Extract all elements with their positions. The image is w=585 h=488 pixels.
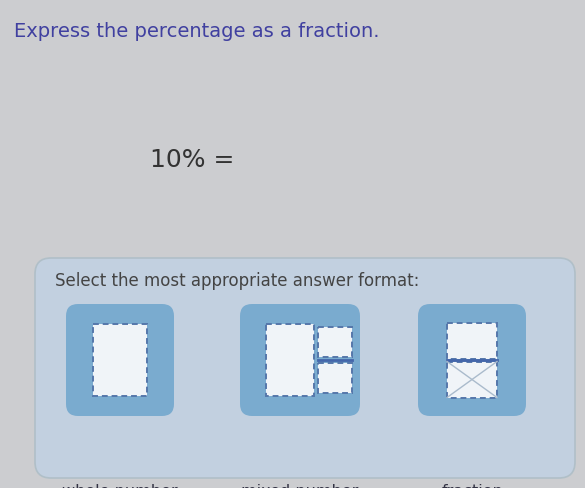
Bar [93,324,147,396]
FancyBboxPatch shape [35,258,575,478]
Bar [318,363,352,393]
Text: fraction: fraction [441,484,503,488]
Text: 10% =: 10% = [150,148,235,172]
Bar [447,323,497,359]
Text: Express the percentage as a fraction.: Express the percentage as a fraction. [14,22,380,41]
Text: Select the most appropriate answer format:: Select the most appropriate answer forma… [55,272,419,290]
Bar [447,362,497,398]
Text: whole number: whole number [62,484,178,488]
FancyBboxPatch shape [240,304,360,416]
Bar [318,327,352,357]
Bar [266,324,314,396]
FancyBboxPatch shape [66,304,174,416]
FancyBboxPatch shape [418,304,526,416]
Text: mixed number: mixed number [241,484,359,488]
